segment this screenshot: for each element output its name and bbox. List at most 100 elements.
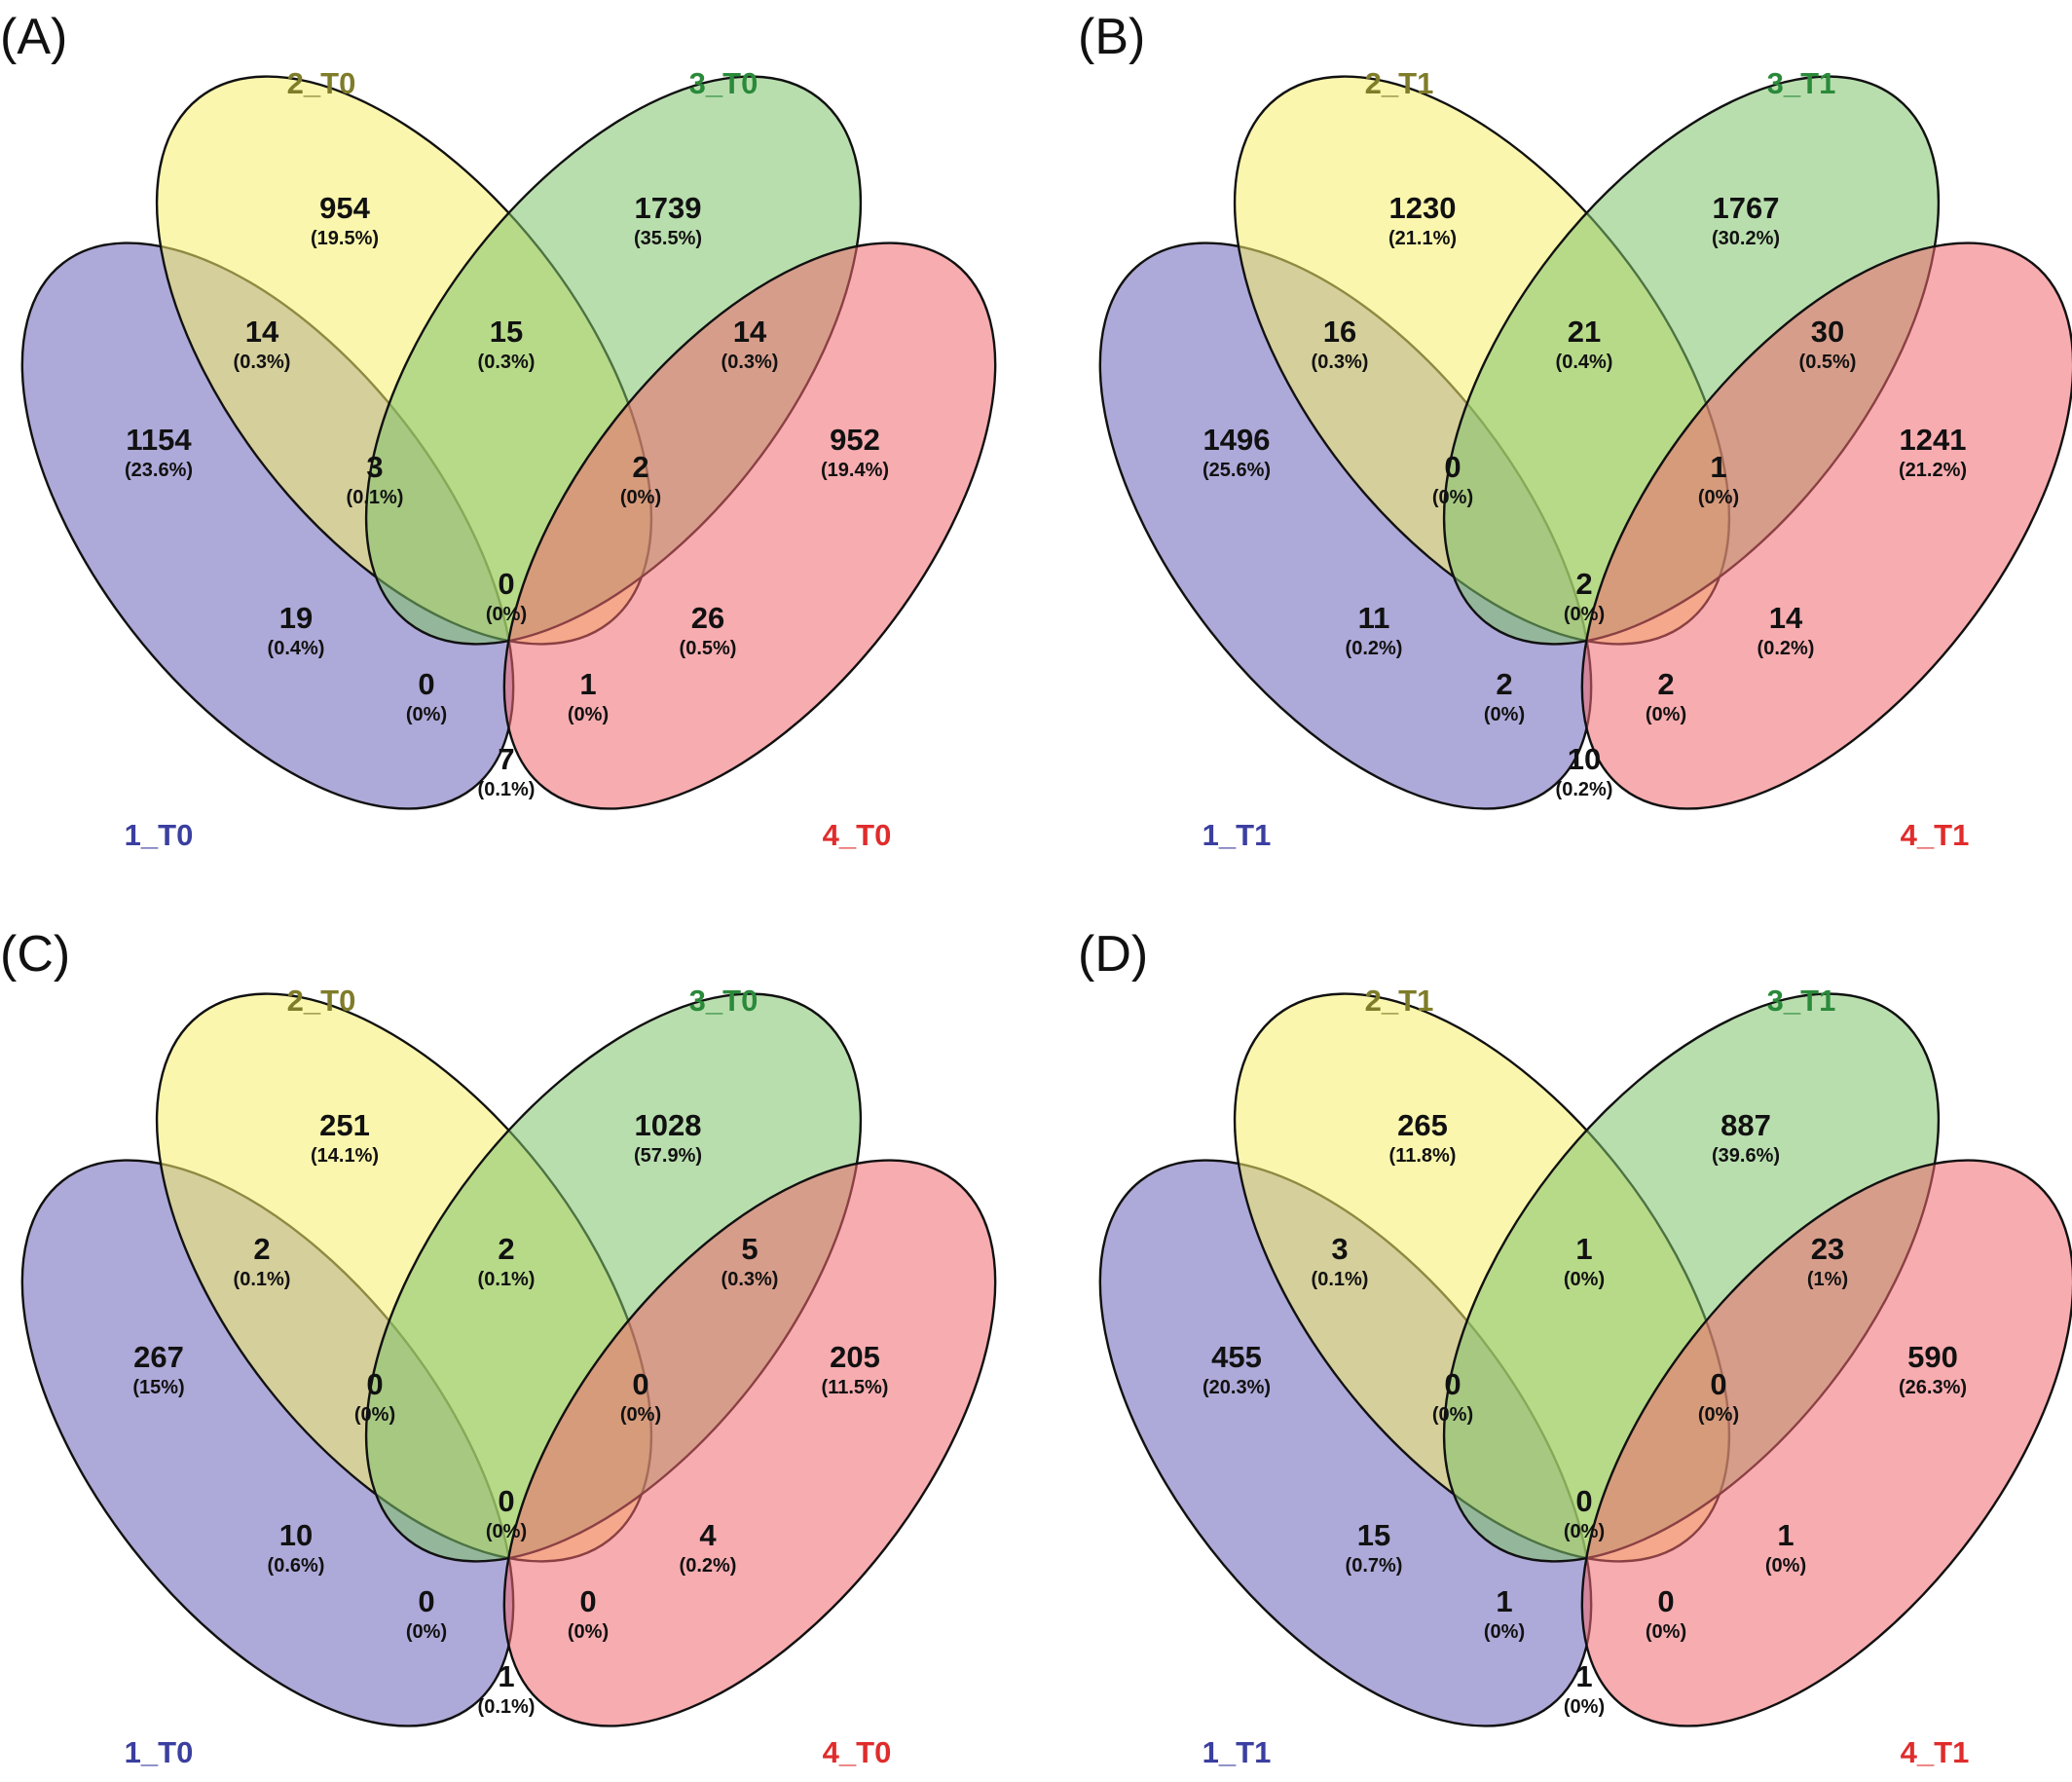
set-4-ellipse: [502, 1159, 997, 1727]
region-234-percent: (0%): [620, 1404, 661, 1426]
region-1-count: 455: [1211, 1340, 1262, 1374]
region-13-percent: (0.6%): [268, 1555, 325, 1577]
set-3-label: 3_T1: [1767, 66, 1836, 100]
region-14-count: 7: [498, 742, 514, 776]
panel-letter: (D): [1078, 926, 1148, 983]
venn-panel-4: (D) 1_T1 2_T1 3_T1 4_T1 455 (20.3%) 265 (11.8%) 8…: [1078, 926, 2072, 1769]
set-4-label: 4_T0: [823, 818, 892, 852]
set-4-ellipse: [502, 241, 997, 810]
set-3-label: 3_T1: [1767, 984, 1836, 1018]
region-123-percent: (0%): [354, 1404, 395, 1426]
region-24-count: 4: [699, 1518, 717, 1552]
region-34-count: 30: [1811, 315, 1844, 349]
region-124-percent: (0%): [1646, 704, 1686, 725]
region-123-percent: (0.1%): [347, 487, 404, 508]
venn-panel-2: (B)1_T12_T1 3_T14_T11496(25.6%)1230(21.1%…: [1078, 9, 2072, 852]
region-24-percent: (0.2%): [680, 1555, 737, 1577]
region-12-count: 2: [253, 1232, 270, 1266]
region-123-count: 0: [1444, 450, 1461, 484]
region-234-percent: (0%): [1698, 1404, 1739, 1426]
set-4-label: 4_T1: [1901, 1735, 1970, 1769]
region-24-percent: (0%): [1765, 1555, 1806, 1577]
region-12-percent: (0.3%): [234, 352, 291, 373]
region-1234-percent: (0%): [1564, 1521, 1605, 1542]
set-2-label: 2_T0: [287, 984, 356, 1018]
region-34-count: 14: [733, 315, 767, 349]
region-124-count: 2: [1657, 667, 1674, 701]
region-4-count: 205: [830, 1340, 880, 1374]
region-13-percent: (0.4%): [268, 638, 325, 659]
region-34-percent: (1%): [1807, 1269, 1848, 1290]
set-4-ellipse: [1580, 241, 2072, 810]
region-23-count: 15: [490, 315, 523, 349]
region-123-count: 0: [1444, 1367, 1461, 1401]
region-12-count: 3: [1331, 1232, 1348, 1266]
set-1-label: 1_T0: [125, 1735, 194, 1769]
region-12-percent: (0.1%): [234, 1269, 291, 1290]
set-2-label: 2_T0: [287, 66, 356, 100]
region-4-count: 952: [830, 423, 880, 457]
region-24-count: 14: [1769, 601, 1803, 635]
region-234-count: 2: [632, 450, 648, 484]
region-23-percent: (0.3%): [478, 352, 536, 373]
region-3-count: 887: [1720, 1108, 1771, 1142]
region-1234-percent: (0%): [486, 604, 527, 625]
region-2-percent: (19.5%): [311, 228, 379, 249]
region-134-percent: (0%): [406, 1621, 447, 1643]
region-3-percent: (30.2%): [1712, 228, 1780, 249]
region-13-count: 11: [1358, 601, 1390, 635]
region-134-count: 1: [1496, 1584, 1512, 1618]
region-124-percent: (0%): [568, 704, 609, 725]
region-12-percent: (0.1%): [1312, 1269, 1369, 1290]
region-3-percent: (35.5%): [634, 228, 702, 249]
region-1-percent: (25.6%): [1202, 460, 1271, 481]
region-2-count: 251: [319, 1108, 370, 1142]
region-12-count: 16: [1323, 315, 1356, 349]
set-4-ellipse: [1580, 1159, 2072, 1727]
region-3-percent: (39.6%): [1712, 1145, 1780, 1167]
region-1234-count: 0: [1575, 1484, 1592, 1518]
region-24-count: 26: [691, 601, 724, 635]
region-1-count: 1496: [1203, 423, 1271, 457]
region-4-percent: (21.2%): [1899, 460, 1967, 481]
region-2-count: 265: [1397, 1108, 1448, 1142]
region-124-count: 0: [579, 1584, 596, 1618]
region-34-percent: (0.3%): [722, 352, 779, 373]
region-34-count: 5: [741, 1232, 758, 1266]
region-13-percent: (0.7%): [1346, 1555, 1403, 1577]
region-124-percent: (0%): [568, 1621, 609, 1643]
region-134-count: 2: [1496, 667, 1512, 701]
region-34-percent: (0.5%): [1799, 352, 1857, 373]
region-123-count: 0: [366, 1367, 383, 1401]
region-124-count: 1: [579, 667, 596, 701]
region-123-percent: (0%): [1432, 487, 1473, 508]
set-2-label: 2_T1: [1365, 66, 1434, 100]
set-3-label: 3_T0: [689, 66, 758, 100]
region-1234-count: 0: [498, 567, 514, 601]
region-14-count: 1: [498, 1659, 514, 1693]
set-3-label: 3_T0: [689, 984, 758, 1018]
region-2-count: 1230: [1389, 191, 1457, 225]
region-3-count: 1767: [1713, 191, 1780, 225]
region-234-count: 0: [1710, 1367, 1726, 1401]
region-1234-percent: (0%): [1564, 604, 1605, 625]
region-13-percent: (0.2%): [1346, 638, 1403, 659]
panel-letter: (C): [0, 926, 70, 983]
region-23-percent: (0.4%): [1556, 352, 1613, 373]
set-1-label: 1_T0: [125, 818, 194, 852]
region-4-count: 1241: [1900, 423, 1967, 457]
region-14-count: 10: [1568, 742, 1601, 776]
set-1-label: 1_T1: [1202, 818, 1272, 852]
venn-panel-1: (A) 1_T0 2_T0 3_T0 4_T0 1154 (23.6%) 954 (19.5%)…: [0, 9, 997, 852]
region-1234-percent: (0%): [486, 1521, 527, 1542]
region-134-percent: (0%): [1484, 1621, 1525, 1643]
region-14-count: 1: [1575, 1659, 1592, 1693]
region-1-percent: (15%): [132, 1377, 184, 1398]
region-23-count: 21: [1568, 315, 1601, 349]
region-24-count: 1: [1777, 1518, 1794, 1552]
set-2-label: 2_T1: [1365, 984, 1434, 1018]
region-234-count: 1: [1710, 450, 1726, 484]
region-123-percent: (0%): [1432, 1404, 1473, 1426]
region-234-percent: (0%): [620, 487, 661, 508]
region-1234-count: 2: [1575, 567, 1592, 601]
